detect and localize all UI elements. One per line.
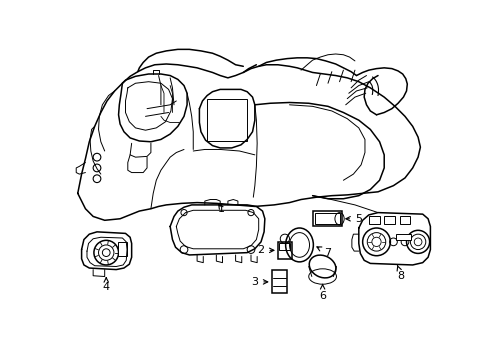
Text: 8: 8: [396, 265, 404, 281]
Bar: [368, 216, 379, 224]
Bar: [384, 216, 394, 224]
Bar: [279, 243, 290, 249]
Text: 7: 7: [316, 247, 330, 258]
Bar: [395, 234, 410, 240]
Bar: [271, 270, 286, 293]
Bar: [118, 242, 127, 256]
Bar: [314, 213, 339, 224]
Bar: [207, 99, 246, 141]
Text: 1: 1: [218, 204, 225, 214]
Bar: [312, 211, 341, 226]
Text: 4: 4: [102, 278, 110, 292]
Text: 5: 5: [345, 214, 361, 224]
Bar: [277, 242, 291, 259]
Text: 2: 2: [257, 245, 273, 255]
Text: 6: 6: [319, 284, 325, 301]
Text: 3: 3: [251, 277, 267, 287]
Bar: [399, 216, 409, 224]
